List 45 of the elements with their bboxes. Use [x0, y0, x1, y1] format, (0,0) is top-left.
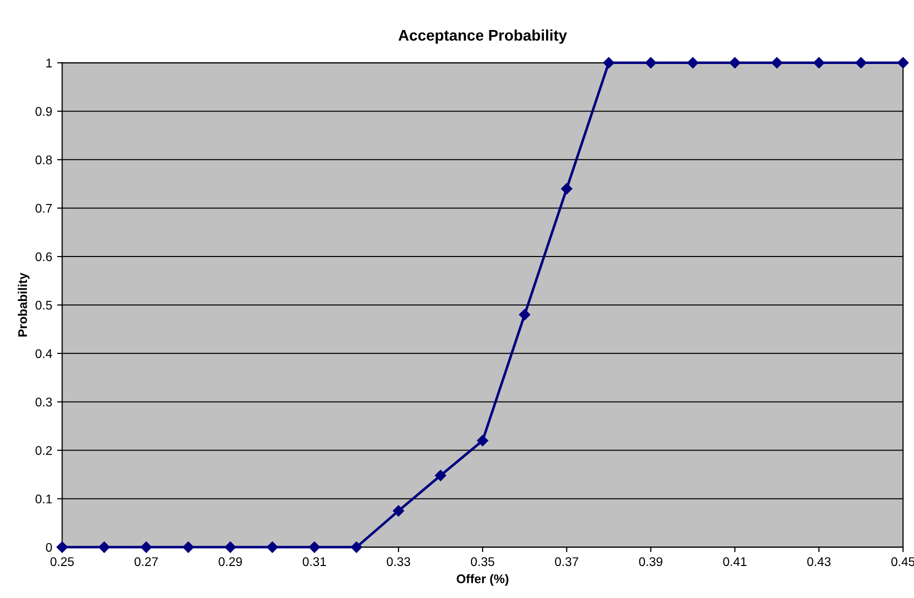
x-tick-label: 0.37: [555, 557, 578, 566]
point: [687, 57, 698, 68]
point: [224, 542, 236, 553]
x-tick-label: 0.25: [50, 557, 74, 566]
y-tick-label: 0.7: [36, 204, 52, 213]
point: [182, 542, 194, 553]
point: [645, 57, 656, 68]
x-tick-label: 0.29: [218, 557, 242, 566]
point: [434, 470, 446, 482]
x-axis-title: Offer (%): [456, 574, 508, 586]
x-tick-label: 0.31: [302, 557, 326, 566]
y-tick-label: 0.1: [36, 494, 52, 504]
point: [897, 57, 909, 68]
y-tick-label: 0: [46, 542, 52, 552]
point: [729, 57, 740, 68]
x-tick-label: 0.39: [639, 557, 662, 566]
y-tick-label: 0.4: [36, 349, 52, 358]
point: [603, 57, 614, 68]
y-tick-label: 0.9: [36, 107, 52, 116]
point: [56, 542, 68, 553]
x-tick-label: 0.41: [723, 557, 746, 566]
point: [771, 57, 783, 68]
point: [392, 505, 404, 516]
point: [350, 542, 362, 553]
y-tick-label: 0.2: [36, 446, 52, 455]
y-tick-label: 1: [46, 58, 52, 68]
x-tick-label: 0.35: [470, 557, 494, 566]
point: [855, 57, 867, 68]
point: [140, 542, 152, 553]
y-tick-label: 0.5: [36, 300, 52, 310]
point: [308, 542, 320, 553]
point: [519, 309, 530, 320]
point: [266, 542, 278, 553]
y-axis-title: Probability: [18, 272, 30, 336]
y-tick-label: 0.8: [36, 155, 52, 164]
chart-title: Acceptance Probability: [398, 29, 567, 44]
x-tick-label: 0.43: [807, 557, 831, 566]
y-tick-label: 0.6: [36, 252, 52, 262]
point: [561, 183, 572, 194]
point: [813, 57, 825, 68]
x-tick-label: 0.33: [386, 557, 410, 566]
x-tick-label: 0.27: [134, 557, 158, 566]
y-tick-label: 0.3: [36, 398, 52, 407]
point: [476, 435, 488, 446]
point: [98, 542, 110, 553]
